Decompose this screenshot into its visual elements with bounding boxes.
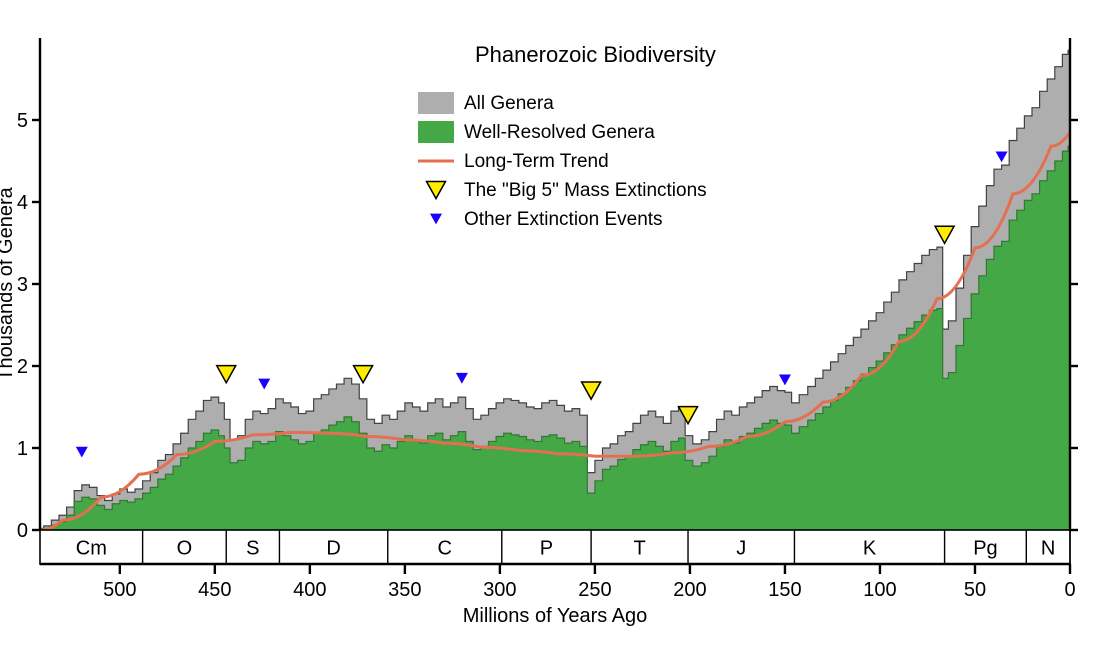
period-label: C [438, 537, 452, 559]
x-tick-label: 0 [1064, 579, 1075, 601]
y-tick-label: 1 [17, 438, 28, 460]
period-label: T [633, 537, 645, 559]
x-tick-label: 200 [673, 579, 706, 601]
period-label: J [736, 537, 746, 559]
legend-trend-label: Long-Term Trend [464, 151, 609, 172]
y-tick-label: 5 [17, 110, 28, 132]
period-band [40, 530, 1070, 564]
y-tick-label: 2 [17, 356, 28, 378]
legend-big5-label: The "Big 5" Mass Extinctions [464, 180, 707, 201]
y-tick-label: 3 [17, 274, 28, 296]
x-tick-label: 500 [103, 579, 136, 601]
x-tick-label: 100 [863, 579, 896, 601]
period-label: Pg [973, 537, 997, 559]
legend-all-genera-label: All Genera [464, 93, 554, 114]
x-tick-label: 350 [388, 579, 421, 601]
chart-title: Phanerozoic Biodiversity [475, 42, 716, 67]
period-label: O [177, 537, 193, 559]
x-tick-label: 150 [768, 579, 801, 601]
x-tick-label: 300 [483, 579, 516, 601]
period-label: S [246, 537, 259, 559]
period-label: K [863, 537, 877, 559]
y-axis-label: Thousands of Genera [0, 186, 17, 380]
x-axis-label: Millions of Years Ago [463, 605, 648, 627]
legend-well-resolved-swatch [418, 121, 454, 143]
x-tick-label: 50 [964, 579, 986, 601]
x-tick-label: 450 [198, 579, 231, 601]
legend-all-genera-swatch [418, 92, 454, 114]
period-label: N [1041, 537, 1055, 559]
y-tick-label: 0 [17, 520, 28, 542]
period-label: D [326, 537, 340, 559]
legend-other-label: Other Extinction Events [464, 209, 663, 230]
y-tick-label: 4 [17, 192, 28, 214]
period-label: P [540, 537, 553, 559]
x-tick-label: 250 [578, 579, 611, 601]
legend-well-resolved-label: Well-Resolved Genera [464, 122, 655, 143]
x-tick-label: 400 [293, 579, 326, 601]
period-label: Cm [76, 537, 107, 559]
